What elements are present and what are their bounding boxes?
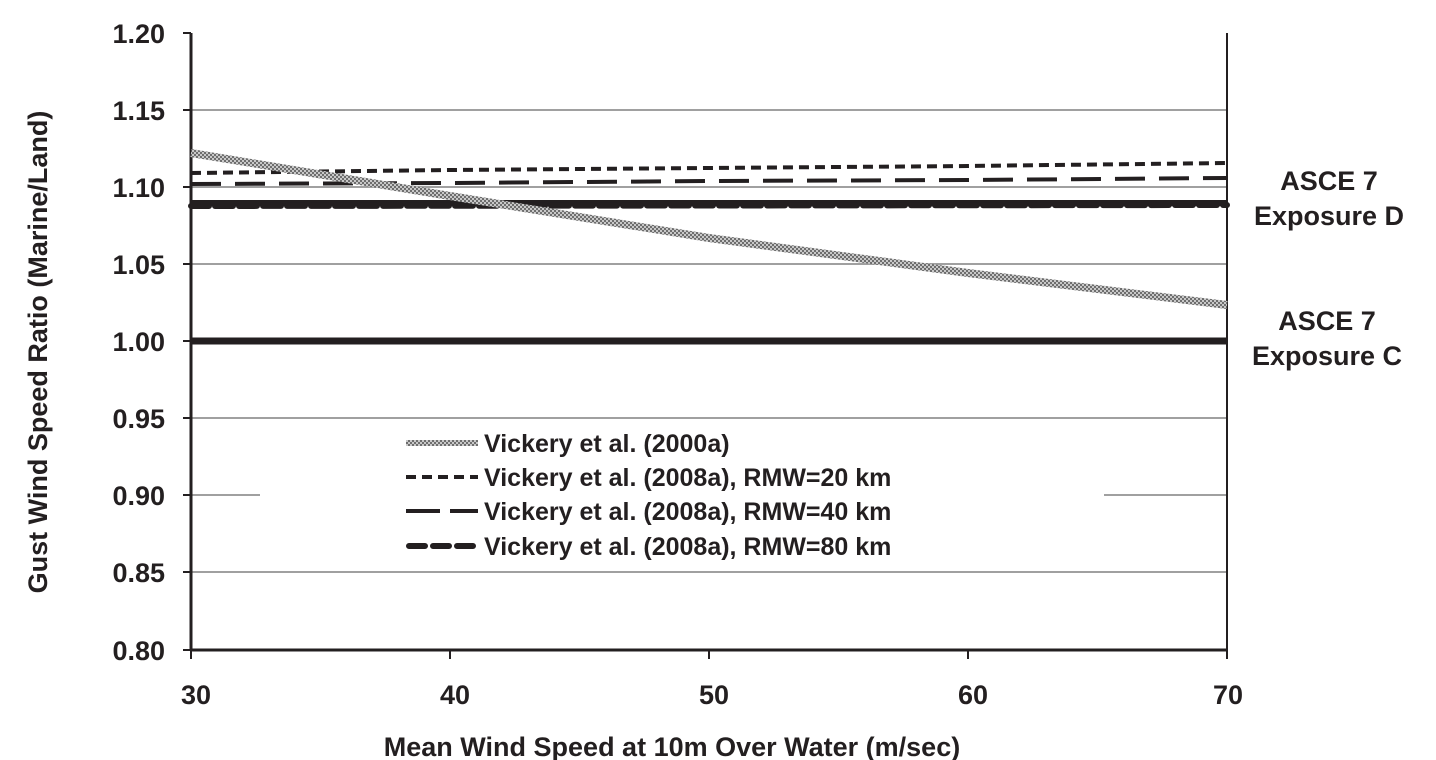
x-tick-label: 70 — [1213, 680, 1243, 710]
legend-item-rmw80: Vickery et al. (2008a), RMW=80 km — [406, 533, 891, 561]
x-tick-label: 60 — [958, 680, 988, 710]
legend-item-rmw20: Vickery et al. (2008a), RMW=20 km — [406, 464, 891, 492]
y-tick-label: 1.15 — [112, 96, 165, 126]
y-tick-label: 0.80 — [112, 636, 165, 666]
legend-label: Vickery et al. (2008a), RMW=20 km — [484, 464, 891, 492]
x-tick-label: 40 — [440, 680, 470, 710]
y-tick-label: 0.90 — [112, 481, 165, 511]
annotations: ASCE 7 Exposure D ASCE 7 Exposure C — [1252, 166, 1404, 371]
y-tick-labels: 1.20 1.15 1.10 1.05 1.00 0.95 0.90 0.85 … — [112, 19, 165, 666]
annotation-exposure-c-line2: Exposure C — [1252, 341, 1402, 371]
legend-item-rmw40: Vickery et al. (2008a), RMW=40 km — [406, 498, 891, 526]
y-tick-label: 0.85 — [112, 558, 165, 588]
x-tick-label: 50 — [699, 680, 729, 710]
series-vickery-2008a-rmw40 — [190, 176, 1228, 186]
series-vickery-2008a-rmw80 — [188, 202, 1230, 209]
legend-label: Vickery et al. (2000a) — [484, 430, 730, 458]
series-vickery-2008a-rmw20 — [190, 161, 1228, 175]
x-tick-label: 30 — [181, 680, 211, 710]
x-tick-labels: 30 40 50 60 70 — [181, 680, 1243, 710]
y-tick-label: 1.10 — [112, 173, 165, 203]
x-axis-title: Mean Wind Speed at 10m Over Water (m/sec… — [384, 732, 960, 760]
annotation-exposure-d-line1: ASCE 7 — [1280, 166, 1378, 196]
legend-label: Vickery et al. (2008a), RMW=40 km — [484, 498, 891, 526]
legend: Vickery et al. (2000a) Vickery et al. (2… — [262, 425, 1102, 570]
y-tick-label: 1.00 — [112, 327, 165, 357]
y-axis-title: Gust Wind Speed Ratio (Marine/Land) — [23, 111, 53, 594]
annotation-exposure-c-line1: ASCE 7 — [1278, 306, 1376, 336]
series-lines — [188, 149, 1230, 345]
y-tick-label: 1.20 — [112, 19, 165, 49]
y-tick-label: 0.95 — [112, 404, 165, 434]
annotation-exposure-d-line2: Exposure D — [1254, 201, 1404, 231]
legend-item-vickery-2000a: Vickery et al. (2000a) — [406, 430, 730, 458]
legend-background — [262, 425, 1102, 570]
series-vickery-2000a — [190, 149, 1228, 309]
legend-label: Vickery et al. (2008a), RMW=80 km — [484, 533, 891, 561]
y-tick-label: 1.05 — [112, 250, 165, 280]
